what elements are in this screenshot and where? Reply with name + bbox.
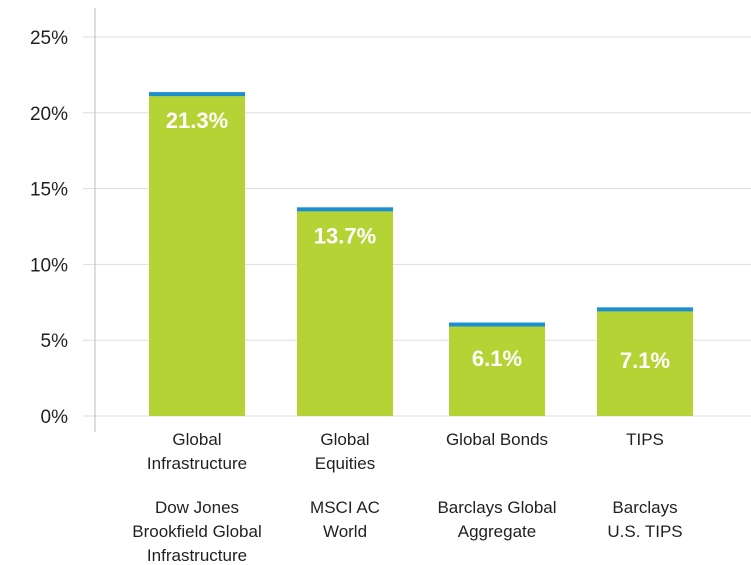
x-tick-label: Global Bonds [446,430,548,449]
y-tick-label: 20% [30,104,68,125]
index-label: Infrastructure [147,546,247,565]
x-tick-label: Equities [315,454,375,473]
x-tick-label: TIPS [626,430,664,449]
y-tick-label: 5% [41,331,69,352]
bar-cap [449,322,545,327]
y-tick-label: 10% [30,255,68,276]
index-label: World [323,522,367,541]
data-label: 7.1% [620,348,670,373]
bar [449,323,545,416]
x-tick-label: Global [172,430,221,449]
index-label: Aggregate [458,522,536,541]
y-tick-label: 25% [30,28,68,49]
index-label: MSCI AC [310,498,380,517]
bar-cap [597,307,693,312]
index-label: Barclays [612,498,677,517]
data-label: 21.3% [166,108,228,133]
x-tick-label: Infrastructure [147,454,247,473]
bar-cap [149,92,245,97]
y-tick-label: 15% [30,180,68,201]
index-label: Dow Jones [155,498,239,517]
index-label: U.S. TIPS [607,522,682,541]
x-tick-label: Global [320,430,369,449]
bars [149,92,693,416]
labels: 0% 5% 10% 15% 20% 25% 21.3% Global Infrastructur… [30,28,683,565]
index-label: Brookfield Global [132,522,261,541]
y-tick-label: 0% [41,407,69,428]
bar [149,93,245,416]
bar [297,208,393,416]
data-label: 6.1% [472,346,522,371]
index-label: Barclays Global [437,498,556,517]
bar-cap [297,207,393,212]
data-label: 13.7% [314,223,376,248]
bar [597,308,693,416]
